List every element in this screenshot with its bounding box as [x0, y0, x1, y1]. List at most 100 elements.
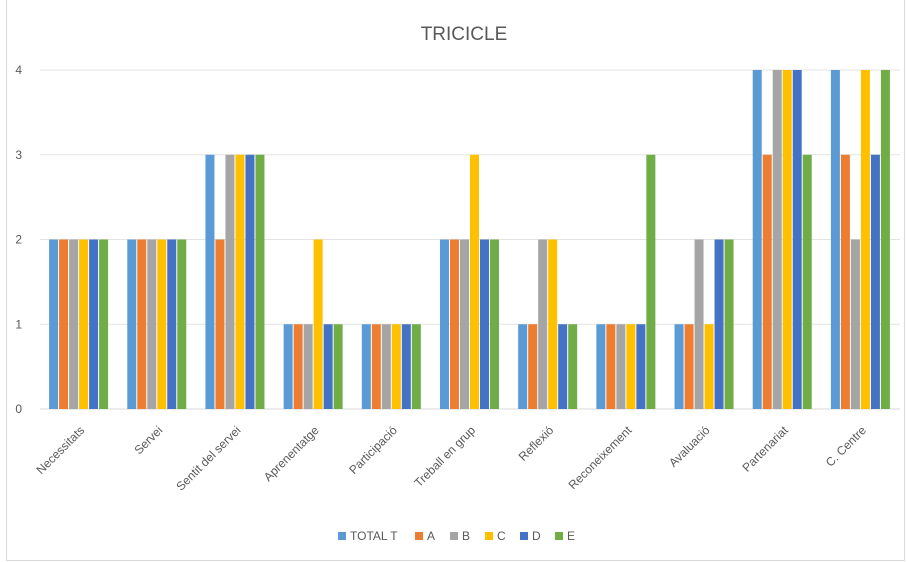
- legend-label: TOTAL T: [350, 529, 398, 543]
- bar: [313, 239, 323, 409]
- bar: [538, 239, 548, 409]
- bars: [49, 70, 890, 409]
- bar: [157, 239, 167, 409]
- legend-label: A: [427, 529, 435, 543]
- bar: [283, 324, 293, 409]
- bar: [646, 154, 656, 409]
- bar: [460, 239, 469, 409]
- bar: [69, 239, 79, 409]
- bar: [606, 324, 616, 409]
- bar: [870, 154, 880, 409]
- bar: [840, 154, 850, 409]
- bar: [558, 324, 568, 409]
- bar: [568, 324, 578, 409]
- legend-swatch: [338, 532, 346, 540]
- x-tick-label: Necessitats: [33, 423, 87, 477]
- legend-label: E: [567, 529, 575, 543]
- x-tick-label: C. Centre: [823, 423, 869, 469]
- bar: [89, 239, 99, 409]
- legend-label: C: [497, 529, 506, 543]
- x-tick-label: Reflexió: [516, 423, 557, 464]
- legend-swatch: [520, 532, 528, 540]
- bar: [235, 154, 245, 409]
- bar: [371, 324, 381, 409]
- bar: [616, 324, 626, 409]
- bar: [714, 239, 724, 409]
- x-tick-label: Participació: [346, 423, 400, 477]
- bar: [684, 324, 694, 409]
- bar: [528, 324, 538, 409]
- y-tick-label: 1: [15, 317, 22, 331]
- bar: [167, 239, 177, 409]
- x-tick-label: Partenariat: [739, 423, 791, 475]
- bar: [137, 239, 147, 409]
- bar: [762, 154, 772, 409]
- bar: [205, 154, 215, 409]
- bar: [470, 154, 479, 409]
- bar: [850, 239, 860, 409]
- legend-swatch: [450, 532, 458, 540]
- x-axis: Necessitats Servei Sentit del servei Aprene…: [33, 423, 869, 494]
- y-tick-label: 0: [15, 402, 22, 416]
- bar: [694, 239, 704, 409]
- bar: [303, 324, 313, 409]
- bar: [548, 239, 558, 409]
- x-tick-label: Reconeixement: [566, 423, 635, 492]
- legend-label: B: [462, 529, 470, 543]
- x-tick-label: Avaluació: [666, 423, 713, 470]
- bar: [401, 324, 411, 409]
- bar: [596, 324, 606, 409]
- y-tick-label: 2: [15, 233, 22, 247]
- legend-swatch: [485, 532, 493, 540]
- bar: [127, 239, 137, 409]
- bar: [361, 324, 371, 409]
- bar: [391, 324, 401, 409]
- bar: [792, 70, 802, 409]
- x-tick-label: Sentit del servei: [173, 423, 243, 493]
- bar: [333, 324, 343, 409]
- bar: [255, 154, 265, 409]
- x-tick-label: Servei: [131, 423, 165, 457]
- bar: [782, 70, 792, 409]
- x-tick-label: Aprenentatge: [261, 423, 322, 484]
- bar: [381, 324, 391, 409]
- bar: [411, 324, 421, 409]
- bar: [636, 324, 646, 409]
- bar: [147, 239, 157, 409]
- bar: [704, 324, 714, 409]
- legend-swatch: [415, 532, 423, 540]
- y-tick-label: 4: [15, 63, 22, 77]
- legend-swatch: [555, 532, 563, 540]
- bar: [323, 324, 333, 409]
- bar: [480, 239, 489, 409]
- bar: [880, 70, 890, 409]
- legend-label: D: [532, 529, 541, 543]
- y-tick-label: 3: [15, 148, 22, 162]
- bar: [830, 70, 840, 409]
- bar: [177, 239, 187, 409]
- bar: [674, 324, 684, 409]
- bar: [59, 239, 69, 409]
- bar: [752, 70, 762, 409]
- bar: [860, 70, 870, 409]
- bar: [245, 154, 255, 409]
- bar: [772, 70, 782, 409]
- bar: [215, 239, 225, 409]
- bar: [225, 154, 235, 409]
- bar: [293, 324, 303, 409]
- bar: [49, 239, 59, 409]
- bar: [99, 239, 109, 409]
- bar: [724, 239, 734, 409]
- chart-title: TRICICLE: [421, 24, 508, 45]
- bar: [490, 239, 499, 409]
- bar: [79, 239, 89, 409]
- bar: [626, 324, 636, 409]
- bar: [802, 154, 812, 409]
- y-axis: 0 1 2 3 4: [15, 63, 22, 416]
- bar: [518, 324, 528, 409]
- bar: [450, 239, 459, 409]
- x-tick-label: Treball en grup: [411, 423, 478, 490]
- bar: [440, 239, 449, 409]
- legend: TOTAL T A B C D E: [338, 529, 575, 543]
